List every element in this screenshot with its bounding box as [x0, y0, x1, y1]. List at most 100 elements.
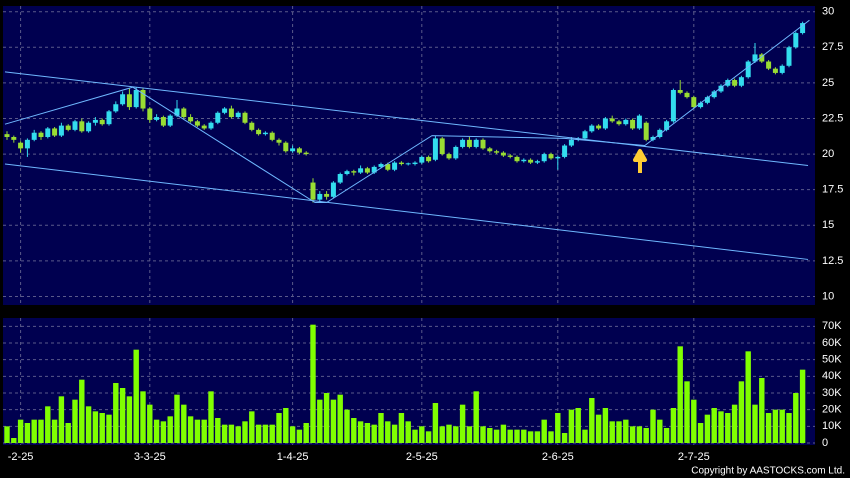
volume-bar	[221, 424, 228, 443]
volume-bar	[351, 418, 357, 443]
candle-body	[92, 119, 98, 123]
volume-bar	[521, 429, 527, 443]
volume-bar	[412, 429, 418, 443]
volume-bar	[602, 408, 609, 443]
candle-body	[677, 90, 683, 93]
y-tick-label: 20	[822, 148, 834, 160]
volume-bar	[106, 414, 112, 443]
candle-body	[562, 145, 568, 157]
y-tick-label: 17.5	[822, 184, 843, 196]
volume-bar	[140, 391, 146, 443]
y-tick-label: 15	[822, 219, 834, 231]
candle-body	[351, 171, 357, 173]
candle-body	[738, 77, 744, 86]
x-tick-label: 1-4-25	[277, 451, 309, 463]
volume-bar	[167, 416, 173, 443]
volume-bar	[11, 438, 17, 443]
volume-bar	[385, 421, 391, 443]
candle-body	[201, 125, 207, 129]
volume-bar	[663, 428, 670, 443]
volume-bar	[711, 408, 717, 443]
candle-body	[643, 122, 649, 140]
y-tick-label: 20K	[822, 404, 842, 416]
volume-bar	[623, 419, 629, 443]
candle-body	[779, 65, 785, 73]
volume-bar	[493, 429, 500, 443]
candle-body	[79, 121, 85, 132]
candle-body	[500, 152, 506, 156]
candle-body	[521, 159, 527, 162]
x-tick-label: 3-3-25	[134, 451, 166, 463]
volume-bar	[786, 413, 792, 443]
volume-bar	[85, 406, 92, 443]
candle-body	[507, 155, 513, 157]
candle-body	[684, 92, 690, 98]
volume-bar	[561, 433, 568, 443]
candle-body	[58, 125, 64, 136]
volume-bar	[568, 409, 575, 443]
y-tick-label: 60K	[822, 337, 842, 349]
volume-bar	[595, 414, 602, 443]
volume-bar	[364, 423, 371, 443]
candle-body	[793, 33, 799, 48]
candle-body	[113, 104, 119, 112]
volume-bar	[432, 403, 439, 443]
candle-body	[664, 121, 670, 130]
y-tick-label: 25	[822, 77, 834, 89]
x-tick-label: 2-6-25	[542, 451, 574, 463]
volume-bar	[609, 421, 615, 443]
candle-body	[106, 111, 112, 125]
candle-body	[786, 47, 792, 66]
volume-bar	[398, 413, 405, 443]
volume-bar	[629, 426, 636, 443]
volume-bar	[296, 429, 303, 443]
candle-body	[412, 162, 418, 165]
candle-body	[290, 148, 296, 152]
candle-body	[337, 174, 343, 183]
volume-bar	[507, 429, 513, 443]
candle-body	[602, 118, 608, 129]
candle-body	[589, 125, 595, 132]
volume-bar	[616, 421, 622, 443]
candle-body	[718, 85, 724, 92]
candle-body	[514, 156, 520, 162]
candle-body	[38, 132, 44, 137]
volume-bar	[357, 421, 364, 443]
candle-body	[249, 122, 255, 130]
volume-bar	[119, 388, 126, 443]
volume-bar	[697, 423, 704, 443]
candle-body	[745, 61, 751, 78]
volume-bar	[289, 426, 296, 443]
volume-bar	[378, 413, 384, 443]
price-panel	[3, 6, 815, 305]
candle-body	[262, 132, 268, 135]
candle-body	[296, 148, 302, 153]
candle-body	[18, 142, 24, 149]
candle-body	[194, 121, 200, 126]
volume-bar	[731, 404, 738, 443]
volume-bar	[589, 398, 595, 443]
candle-body	[732, 80, 738, 86]
candle-body	[371, 166, 377, 173]
volume-bar	[72, 399, 78, 443]
candle-body	[704, 97, 710, 103]
candle-body	[582, 131, 588, 139]
candle-body	[256, 129, 262, 135]
candle-body	[242, 112, 248, 123]
volume-bar	[419, 426, 425, 443]
copyright: Copyright by AASTOCKS.com Ltd.	[691, 466, 845, 477]
volume-bar	[330, 399, 337, 443]
candle-body	[473, 139, 479, 147]
y-tick-label: 12.5	[822, 255, 843, 267]
candle-body	[670, 90, 676, 122]
volume-bar	[4, 426, 10, 443]
candle-body	[426, 156, 432, 162]
candle-body	[324, 193, 330, 197]
volume-bar	[473, 391, 479, 443]
candle-body	[657, 129, 663, 137]
volume-bar	[670, 408, 677, 443]
candle-body	[691, 97, 697, 108]
volume-bar	[65, 423, 71, 443]
volume-bar	[160, 421, 167, 443]
